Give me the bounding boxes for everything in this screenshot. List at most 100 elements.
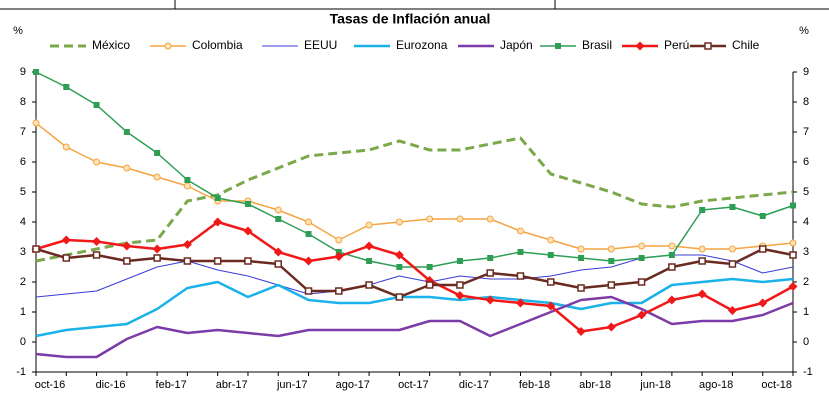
legend-marker [555, 43, 561, 49]
point [123, 164, 131, 172]
y2-axis-label: % [799, 25, 809, 37]
y2-tick-label: 3 [803, 246, 809, 258]
point [122, 241, 132, 251]
point [62, 254, 71, 262]
point [727, 306, 737, 315]
y2-tick-label: 5 [803, 186, 809, 198]
point [244, 257, 252, 265]
x-tick-label: oct-16 [35, 379, 66, 391]
series-line [35, 277, 794, 338]
point [577, 284, 585, 292]
point [32, 119, 40, 127]
point [396, 264, 403, 270]
x-tick-label: ago-18 [699, 379, 733, 391]
series-line [35, 220, 794, 333]
point [274, 206, 282, 214]
point [184, 177, 191, 183]
x-tick-label: feb-18 [519, 379, 550, 391]
series-line [35, 122, 794, 250]
point [334, 252, 344, 261]
point [547, 252, 554, 258]
point [425, 281, 434, 289]
point [668, 263, 676, 271]
point [485, 295, 495, 305]
point [366, 258, 373, 264]
point [364, 241, 374, 251]
point [394, 250, 404, 260]
y2-tick-label: 8 [803, 96, 809, 108]
point [153, 254, 161, 262]
y-tick-label: 0 [20, 336, 26, 348]
point [637, 278, 646, 286]
point [668, 242, 676, 250]
point [668, 252, 675, 258]
point [456, 281, 464, 289]
point [395, 293, 404, 301]
point [62, 143, 70, 151]
legend-label: Chile [732, 38, 760, 52]
x-tick-label: jun-18 [639, 379, 671, 391]
series-line [35, 136, 794, 263]
point [273, 247, 283, 257]
point [607, 281, 616, 289]
y-tick-label: 3 [20, 246, 26, 258]
point [697, 289, 707, 299]
point [455, 291, 465, 300]
point [606, 322, 616, 332]
point [758, 298, 768, 308]
point [304, 287, 313, 295]
y-tick-label: 9 [20, 66, 26, 78]
point [426, 264, 433, 270]
y2-tick-label: 9 [803, 66, 809, 78]
y2-tick-label: 0 [803, 336, 809, 348]
y-axis-label: % [13, 25, 23, 37]
legend-label: Eurozona [396, 38, 448, 52]
point [244, 201, 251, 207]
legend-label: Brasil [582, 38, 612, 52]
x-tick-label: abr-18 [579, 379, 611, 391]
legend-label: Perú [664, 38, 689, 52]
point [93, 158, 101, 166]
point [789, 251, 797, 259]
point [698, 245, 706, 253]
point [274, 260, 282, 268]
point [546, 301, 556, 311]
point [547, 236, 555, 244]
y-tick-label: 5 [20, 186, 26, 198]
x-tick-label: dic-17 [459, 379, 489, 391]
point [517, 249, 524, 255]
point [93, 102, 100, 108]
point [153, 173, 161, 181]
point [728, 245, 736, 253]
point [486, 215, 494, 223]
x-tick-label: oct-17 [398, 379, 429, 391]
point [335, 287, 343, 295]
point [213, 217, 223, 227]
y2-tick-label: 2 [803, 276, 809, 288]
x-tick-label: oct-18 [761, 379, 792, 391]
point [275, 216, 282, 222]
y-tick-label: 7 [20, 126, 26, 138]
point [183, 182, 191, 190]
point [61, 235, 71, 245]
point [487, 255, 494, 261]
series-line [35, 247, 794, 299]
point [92, 251, 101, 259]
y-tick-label: 1 [20, 306, 26, 318]
point [365, 221, 373, 229]
y2-tick-label: 6 [803, 156, 809, 168]
point [486, 269, 494, 277]
legend-marker [704, 42, 712, 50]
x-tick-label: jun-17 [276, 379, 308, 391]
point [516, 227, 524, 235]
point [637, 310, 647, 320]
point [699, 207, 706, 213]
point [32, 245, 40, 253]
point [395, 218, 403, 226]
x-tick-label: feb-17 [156, 379, 187, 391]
point [63, 84, 70, 90]
point [456, 215, 464, 223]
legend-label: Colombia [192, 38, 243, 52]
point [578, 255, 585, 261]
